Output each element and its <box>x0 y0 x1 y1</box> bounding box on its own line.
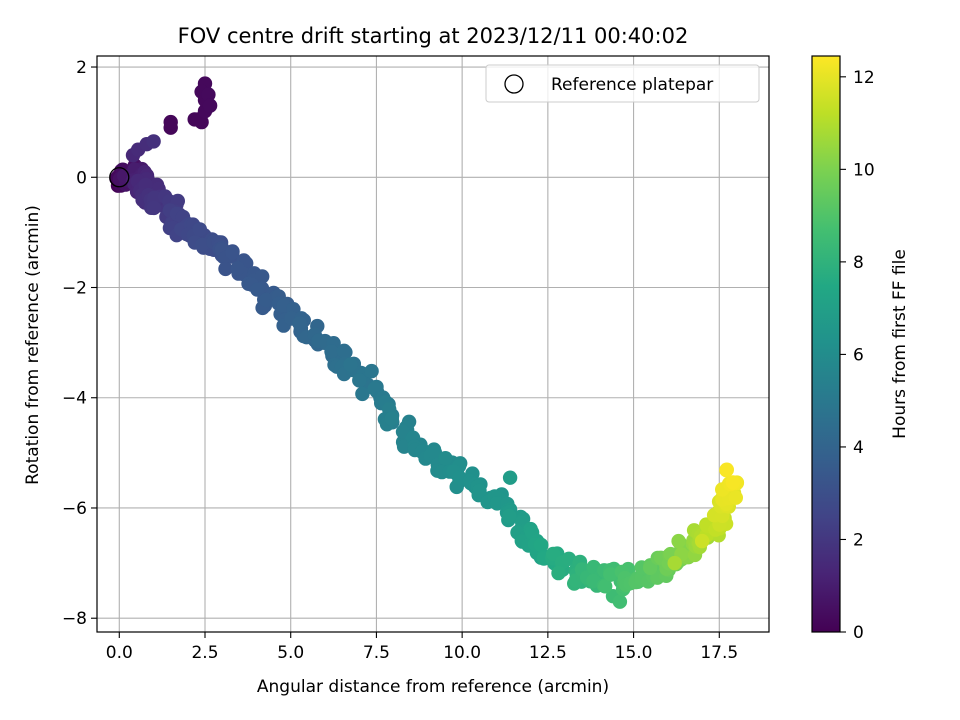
x-tick-label: 10.0 <box>443 643 481 663</box>
data-point <box>225 245 240 260</box>
x-tick-label: 0.0 <box>106 643 133 663</box>
x-tick-label: 7.5 <box>363 643 390 663</box>
colorbar-tick-label: 4 <box>853 438 864 458</box>
data-point <box>643 560 658 575</box>
data-point <box>728 490 743 505</box>
colorbar-tick-label: 2 <box>853 530 864 550</box>
data-point <box>343 357 358 372</box>
colorbar: 0 2 4 6 8 10 12 Hours from first FF file <box>811 55 910 643</box>
data-point <box>725 475 741 490</box>
data-point <box>364 363 379 379</box>
plot-frame <box>96 55 770 633</box>
colorbar-frame <box>811 55 841 633</box>
data-point <box>355 386 370 402</box>
x-tick-label: 12.5 <box>529 643 567 663</box>
colorbar-gradient <box>812 56 840 632</box>
data-point <box>163 114 178 130</box>
data-point <box>324 344 339 359</box>
data-point <box>230 261 245 276</box>
legend: Reference platepar <box>485 64 760 103</box>
data-point <box>533 537 549 553</box>
x-axis-label: Angular distance from reference (arcmin) <box>257 677 609 697</box>
x-tick-label: 17.5 <box>700 643 738 663</box>
data-point <box>551 565 566 581</box>
colorbar-tick-label: 8 <box>853 253 864 273</box>
y-axis-label: Rotation from reference (arcmin) <box>23 205 43 485</box>
y-axis-ticks: 2 0 −2 −4 −6 −8 <box>62 58 97 629</box>
data-point <box>146 200 162 216</box>
y-tick-label: −4 <box>62 389 87 409</box>
data-point <box>170 193 185 209</box>
colorbar-label: Hours from first FF file <box>890 249 910 439</box>
data-point <box>255 269 270 284</box>
data-point <box>352 373 367 388</box>
data-point <box>336 343 352 358</box>
legend-marker <box>504 74 524 94</box>
data-point <box>438 451 453 466</box>
data-point <box>719 462 734 477</box>
data-point <box>694 533 710 549</box>
reference-marker <box>109 167 130 188</box>
y-tick-label: 0 <box>76 168 87 188</box>
x-axis-ticks: 0.0 2.5 5.0 7.5 10.0 12.5 15.0 17.5 <box>106 632 738 663</box>
chart-title: FOV centre drift starting at 2023/12/11 … <box>178 24 689 48</box>
data-point <box>201 87 216 102</box>
data-point <box>603 567 618 582</box>
x-tick-label: 5.0 <box>277 643 304 663</box>
data-points <box>109 76 745 609</box>
data-point <box>598 579 613 594</box>
y-tick-label: −8 <box>62 609 87 629</box>
data-point <box>146 134 161 149</box>
data-point <box>202 98 218 113</box>
x-tick-label: 15.0 <box>615 643 653 663</box>
y-tick-label: 2 <box>76 58 87 78</box>
data-point <box>292 316 307 331</box>
legend-label: Reference platepar <box>551 75 713 95</box>
colorbar-tick-label: 0 <box>853 623 864 643</box>
data-point <box>147 190 162 205</box>
x-tick-label: 2.5 <box>191 643 218 663</box>
data-point <box>667 555 682 571</box>
data-point <box>195 237 210 253</box>
data-point <box>384 411 399 426</box>
grid-lines <box>97 56 769 632</box>
y-tick-label: −2 <box>62 279 87 299</box>
data-point <box>489 496 505 511</box>
data-point <box>396 439 412 454</box>
colorbar-ticks: 0 2 4 6 8 10 12 <box>840 68 875 643</box>
colorbar-tick-label: 12 <box>853 68 875 88</box>
legend-box <box>485 64 760 103</box>
y-tick-label: −6 <box>62 499 87 519</box>
data-point <box>472 483 487 499</box>
data-point <box>502 508 517 524</box>
colorbar-tick-label: 10 <box>853 160 875 180</box>
data-point <box>218 261 233 277</box>
reference-platepar-point <box>109 167 130 188</box>
data-point <box>250 282 265 297</box>
data-point <box>192 222 207 237</box>
data-point <box>671 533 686 549</box>
data-point <box>612 594 628 609</box>
colorbar-tick-label: 6 <box>853 345 864 365</box>
data-point <box>502 470 518 485</box>
